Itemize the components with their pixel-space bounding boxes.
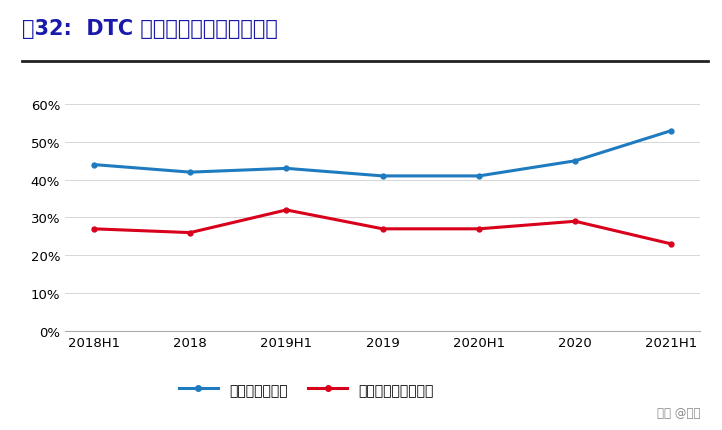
Legend: 安踏品牌毛利率, 安踏品牌经营净利率: 安踏品牌毛利率, 安踏品牌经营净利率	[173, 378, 440, 402]
安踏品牌毛利率	[282, 166, 291, 172]
安踏品牌经营净利率	[90, 227, 98, 232]
安踏品牌经营净利率	[667, 242, 676, 247]
Line: 安踏品牌经营净利率: 安踏品牌经营净利率	[92, 208, 674, 247]
Line: 安踏品牌毛利率: 安踏品牌毛利率	[92, 129, 674, 179]
安踏品牌毛利率	[667, 129, 676, 134]
安踏品牌经营净利率	[571, 219, 580, 224]
安踏品牌毛利率	[571, 159, 580, 164]
安踏品牌经营净利率	[282, 208, 291, 213]
安踏品牌毛利率	[474, 174, 483, 179]
安踏品牌经营净利率	[378, 227, 387, 232]
安踏品牌毛利率	[90, 163, 98, 168]
安踏品牌经营净利率	[186, 230, 194, 236]
安踏品牌经营净利率	[474, 227, 483, 232]
安踏品牌毛利率	[378, 174, 387, 179]
安踏品牌毛利率	[186, 170, 194, 175]
Text: 图32:  DTC 大幅提升安踏大货毛利率: 图32: DTC 大幅提升安踏大货毛利率	[22, 19, 277, 39]
Text: 头条 @管是: 头条 @管是	[657, 406, 700, 419]
